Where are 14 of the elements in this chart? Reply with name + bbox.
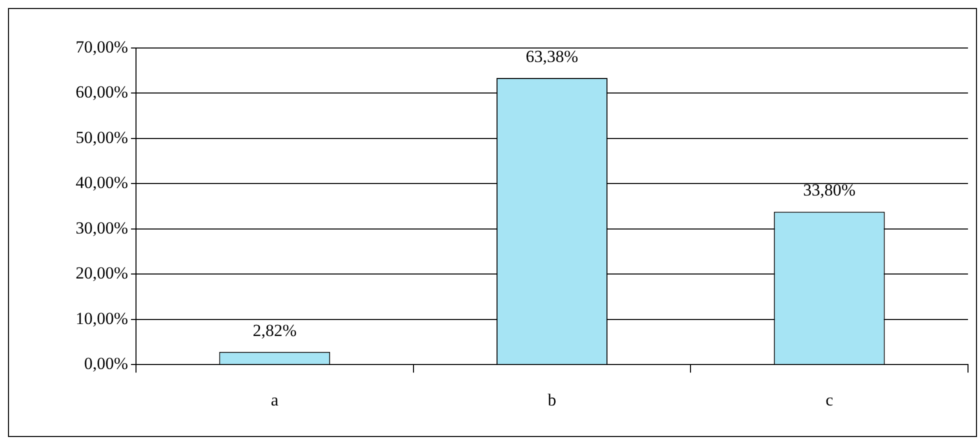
x-tick-label: c bbox=[826, 390, 834, 410]
y-tick-label: 70,00% bbox=[76, 37, 128, 56]
y-tick-label: 20,00% bbox=[76, 264, 128, 283]
y-tick-label: 60,00% bbox=[76, 82, 128, 102]
y-tick-label: 50,00% bbox=[76, 128, 128, 147]
x-tick-label: a bbox=[270, 390, 279, 410]
data-label: 63,38% bbox=[526, 46, 578, 66]
x-tick-label: b bbox=[548, 390, 556, 410]
y-tick-label: 30,00% bbox=[76, 218, 128, 238]
data-label: 2,82% bbox=[252, 320, 297, 340]
y-tick-label: 0,00% bbox=[84, 354, 128, 374]
y-tick-label: 40,00% bbox=[76, 173, 128, 192]
y-tick-label: 10,00% bbox=[76, 308, 128, 328]
data-label: 33,80% bbox=[803, 180, 856, 200]
